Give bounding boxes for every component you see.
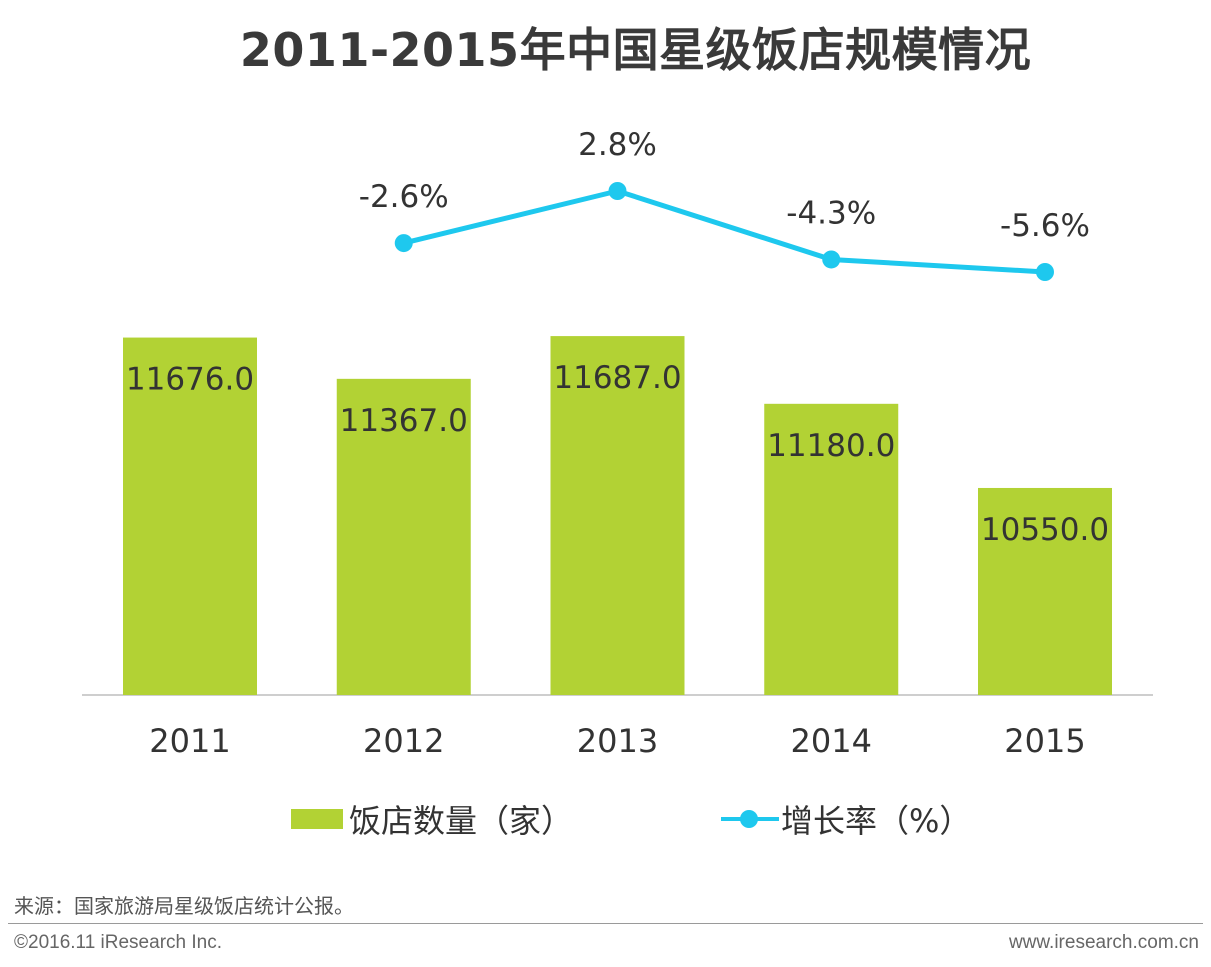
growth-rate-point-2015 <box>1036 263 1054 281</box>
growth-rate-label: 2.8% <box>578 127 657 163</box>
bar-value-label: 11180.0 <box>767 428 895 464</box>
footer-copyright: ©2016.11 iResearch Inc. <box>14 932 222 953</box>
bar-value-label: 11676.0 <box>126 362 254 398</box>
x-tick-label: 2015 <box>1004 722 1085 760</box>
bar-2012 <box>336 378 471 695</box>
legend-bar-swatch <box>291 809 343 829</box>
chart-title: 2011-2015年中国星级饭店规模情况 <box>239 23 1032 77</box>
footer-divider <box>8 923 1203 924</box>
x-tick-label: 2012 <box>363 722 444 760</box>
bar-2014 <box>764 403 899 695</box>
bar-2011 <box>123 337 257 695</box>
bar-2013 <box>550 336 685 695</box>
x-tick-label: 2013 <box>577 722 658 760</box>
legend-line-swatch <box>721 809 779 829</box>
x-tick-label: 2014 <box>791 722 872 760</box>
growth-rate-point-2012 <box>394 234 413 253</box>
bar-2015 <box>978 487 1112 695</box>
legend-item-line: 增长率（%） <box>721 796 971 842</box>
x-tick-label: 2011 <box>149 722 230 760</box>
legend-item-bar: 饭店数量（家） <box>291 796 573 842</box>
growth-rate-label: -2.6% <box>359 179 449 215</box>
legend-bar-label: 饭店数量（家） <box>349 802 574 840</box>
footer-website: www.iresearch.com.cn <box>1008 932 1199 953</box>
legend-line-label: 增长率（%） <box>781 802 972 840</box>
growth-rate-label: -5.6% <box>1000 208 1090 244</box>
growth-rate-label: -4.3% <box>786 195 876 231</box>
bar-value-label: 11367.0 <box>340 403 468 439</box>
bar-value-label: 10550.0 <box>981 512 1109 548</box>
growth-rate-point-2013 <box>608 182 627 200</box>
bar-value-label: 11687.0 <box>553 360 681 396</box>
growth-rate-point-2014 <box>822 250 841 269</box>
growth-rate-line <box>403 188 1046 275</box>
chart-canvas: 11676.0 2011 11367.0 2012 11687.0 2013 11180.0… <box>82 127 1153 760</box>
source-note: 来源：国家旅游局星级饭店统计公报。 <box>14 894 354 918</box>
